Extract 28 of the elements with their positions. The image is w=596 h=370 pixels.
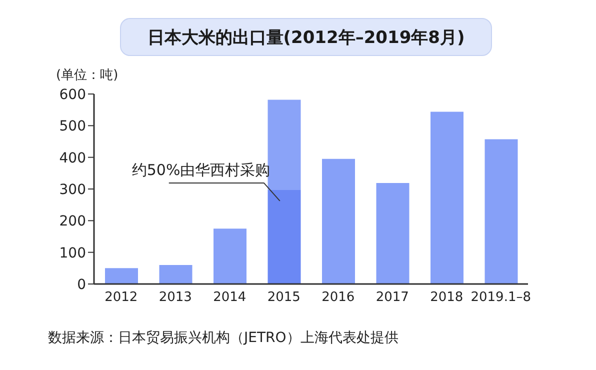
x-tick-label: 2018: [430, 290, 464, 306]
bar: [214, 228, 246, 284]
y-tick-label: 300: [59, 182, 86, 198]
source-note: 数据来源：日本贸易振兴机构（JETRO）上海代表处提供: [48, 329, 398, 347]
x-tick-label: 2015: [267, 290, 300, 306]
y-axis-title: (单位：吨): [56, 67, 118, 84]
bar: [430, 112, 464, 284]
annotation: 约50%由华西村采购: [132, 160, 270, 179]
x-tick-label: 2014: [213, 290, 246, 306]
bar: [376, 182, 410, 284]
bar: [322, 158, 355, 284]
y-tick-label: 600: [59, 86, 86, 103]
y-tick-label: 500: [59, 118, 86, 135]
bar: [105, 268, 138, 284]
y-tick-label: 100: [59, 245, 86, 262]
x-tick-label: 2019.1–8: [470, 290, 532, 306]
x-tick-label: 2017: [376, 290, 409, 306]
bar: [268, 190, 301, 284]
x-tick-label: 2013: [158, 290, 192, 306]
x-tick-label: 2012: [104, 290, 138, 306]
bar: [159, 265, 192, 284]
bar: [484, 139, 518, 284]
y-tick-label: 400: [59, 150, 86, 166]
x-tick-label: 2016: [322, 290, 355, 306]
chart-title: 日本大米的出口量(2012年–2019年8月): [120, 18, 492, 56]
bar: [268, 100, 301, 190]
y-tick-label: 0: [77, 276, 86, 293]
y-tick-label: 200: [59, 214, 86, 230]
